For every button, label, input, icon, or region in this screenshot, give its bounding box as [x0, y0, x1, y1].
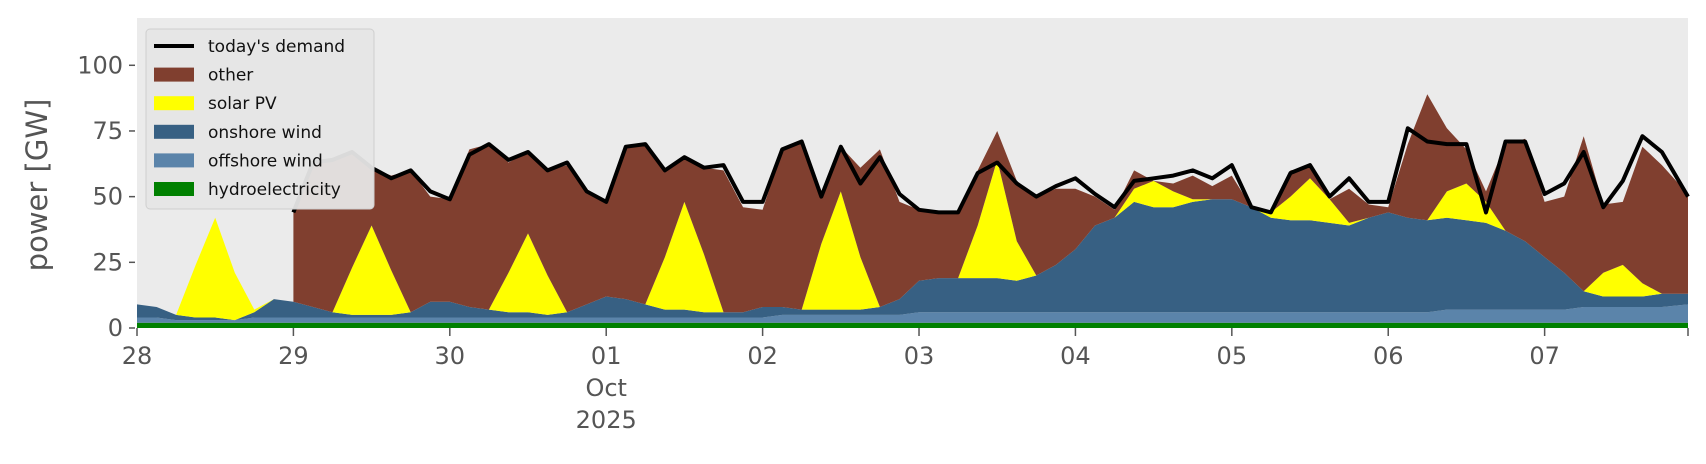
area-other	[293, 94, 1688, 313]
stacked-areas	[137, 94, 1688, 328]
x-tick-label: 01	[591, 342, 622, 370]
legend-box	[145, 28, 375, 210]
y-axis-label: power [GW]	[20, 99, 54, 272]
x-tick-month-label: Oct	[585, 374, 627, 402]
y-tick-label: 100	[77, 51, 123, 79]
x-tick-label: 02	[747, 342, 778, 370]
x-tick-label: 05	[1217, 342, 1248, 370]
legend-label-offshore-wind: offshore wind	[208, 151, 323, 171]
legend-label-hydroelectricity: hydroelectricity	[208, 180, 341, 200]
area-solar-pv	[137, 159, 1688, 321]
area-hydroelectricity	[137, 322, 1688, 328]
y-axis: 0 25 50 75 100	[77, 51, 135, 342]
x-tick-label: 29	[278, 342, 309, 370]
legend-swatch-solar-pv	[154, 96, 194, 111]
y-tick-label: 50	[92, 183, 123, 211]
demand-line	[291, 126, 1690, 215]
legend: today's demand other solar PV onshore wind o…	[145, 28, 375, 210]
legend-label-today-s-demand: today's demand	[208, 37, 345, 57]
y-tick-label: 0	[108, 314, 123, 342]
x-tick-label: 30	[435, 342, 466, 370]
y-tick-label: 75	[92, 117, 123, 145]
x-tick-year-label: 2025	[576, 406, 637, 434]
area-offshore-wind	[137, 304, 1688, 323]
y-tick-label: 25	[92, 248, 123, 276]
legend-label-other: other	[208, 66, 253, 86]
x-tick-label: 07	[1529, 342, 1560, 370]
legend-swatch-other	[154, 67, 194, 82]
x-tick-label: 28	[122, 342, 153, 370]
x-tick-label: 04	[1060, 342, 1091, 370]
area-onshore-wind	[137, 199, 1688, 321]
x-axis: 28 29 30 01 Oct 2025 02 03 04 05 06 07	[122, 328, 1689, 434]
legend-swatch-hydroelectricity	[154, 182, 194, 196]
demand-line-group	[291, 126, 1690, 215]
legend-swatch-offshore-wind	[154, 153, 194, 168]
x-tick-label: 06	[1373, 342, 1404, 370]
legend-label-onshore-wind: onshore wind	[208, 123, 322, 143]
x-tick-label: 03	[904, 342, 935, 370]
legend-label-solar-pv: solar PV	[208, 94, 277, 114]
legend-swatch-onshore-wind	[154, 124, 194, 139]
